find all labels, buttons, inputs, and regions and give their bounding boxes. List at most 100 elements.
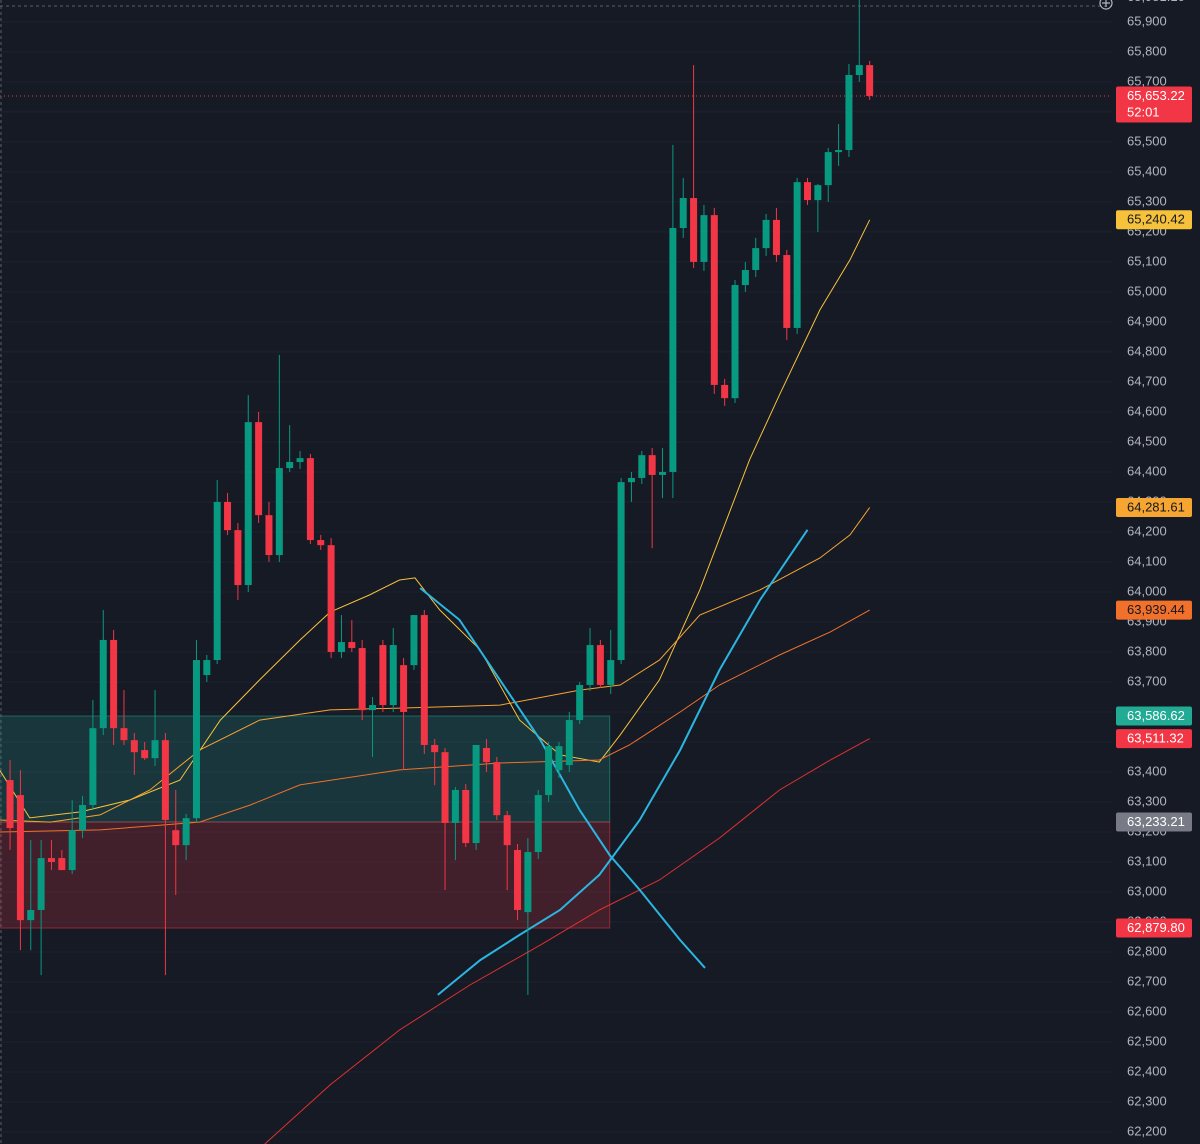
candle-body: [576, 684, 584, 721]
y-tick-label: 64,500: [1127, 433, 1167, 448]
price-label-box: [1116, 729, 1192, 749]
candle-body: [192, 660, 200, 819]
candle-body: [306, 458, 314, 541]
candle-body: [752, 248, 760, 271]
y-tick-label: 65,000: [1127, 283, 1167, 298]
candle-body: [6, 780, 14, 829]
candle-body: [472, 744, 480, 844]
candle-body: [265, 515, 273, 556]
candle-body: [451, 789, 459, 823]
indicator-line: [264, 738, 870, 1144]
y-tick-label: 64,100: [1127, 553, 1167, 568]
candle-body: [389, 645, 397, 706]
candle-body: [58, 858, 66, 871]
price-label-box: [1116, 812, 1192, 832]
price-label: 65,653.22: [1127, 88, 1185, 103]
candle-body: [690, 198, 698, 262]
price-label-box: [1116, 600, 1192, 620]
candle-body: [814, 185, 822, 201]
add-icon-plus: [1102, 0, 1110, 7]
price-label: 63,586.62: [1127, 708, 1185, 723]
candle-body: [68, 830, 76, 871]
candle-body: [493, 762, 501, 816]
candle-body: [845, 75, 853, 151]
candle-body: [400, 665, 408, 712]
price-label: 63,939.44: [1127, 602, 1185, 617]
y-tick-label: 63,400: [1127, 763, 1167, 778]
candle-body: [47, 858, 55, 862]
candle-body: [627, 477, 635, 483]
candle-body: [89, 728, 97, 805]
y-tick-label: 65,700: [1127, 73, 1167, 88]
candle-body: [213, 501, 221, 661]
candles: [6, 0, 874, 995]
candle-body: [224, 501, 232, 531]
candle-body: [337, 642, 345, 652]
candle-body: [586, 645, 594, 685]
candle-body: [255, 422, 263, 516]
candle-body: [524, 852, 532, 913]
candle-body: [286, 462, 294, 469]
add-icon[interactable]: [1099, 0, 1113, 10]
price-label: 65,240.42: [1127, 212, 1185, 227]
candle-body: [555, 746, 563, 771]
candle-body: [441, 752, 449, 823]
price-label: 63,511.32: [1127, 731, 1184, 746]
indicator-line: [0, 219, 871, 819]
y-tick-label: 62,500: [1127, 1033, 1167, 1048]
candle-body: [151, 740, 159, 759]
candle-body: [700, 215, 708, 262]
candle-body: [731, 285, 739, 399]
y-tick-label: 63,700: [1127, 673, 1167, 688]
price-label: 64,281.61: [1127, 499, 1185, 514]
candle-body: [545, 746, 553, 796]
zones: [0, 715, 611, 929]
candle-body: [783, 255, 791, 328]
candle-body: [327, 545, 335, 652]
y-tick-label: 63,100: [1127, 853, 1167, 868]
price-label-box: [1116, 706, 1192, 726]
y-tick-label: 65,900: [1127, 13, 1167, 28]
candle-body: [99, 639, 107, 729]
indicator-line: [0, 507, 871, 823]
price-axis: 62,200 62,300 62,400 62,500 62,600 62,700 62,8…: [1112, 0, 1200, 1144]
candle-body: [244, 422, 252, 586]
price-label-box: [1116, 210, 1192, 230]
candle-body: [130, 740, 138, 753]
candle-body: [431, 744, 439, 753]
candle-body: [203, 660, 211, 676]
candle-body: [638, 455, 646, 478]
price-label: 62,879.80: [1127, 920, 1185, 935]
candle-body: [762, 219, 770, 249]
candle-body: [37, 858, 45, 910]
candle-body: [648, 455, 656, 475]
candle-body: [607, 660, 615, 685]
y-tick-label: 64,200: [1127, 523, 1167, 538]
indicator-line: [437, 529, 809, 996]
y-tick-label: 63,800: [1127, 643, 1167, 658]
high-price-label: 65,981.10: [1127, 0, 1185, 4]
price-label-box: [1116, 918, 1192, 938]
candle-body: [234, 530, 242, 586]
price-label: 63,233.21: [1127, 814, 1185, 829]
price-label-box: [1116, 86, 1192, 123]
candle-body: [141, 750, 149, 759]
candle-body: [120, 728, 128, 741]
y-tick-label: 65,100: [1127, 253, 1167, 268]
y-tick-label: 64,900: [1127, 313, 1167, 328]
candle-body: [721, 384, 729, 399]
candle-body: [79, 804, 87, 831]
indicator-lines: [0, 95, 1112, 1144]
candle-body: [835, 150, 843, 153]
candle-body: [617, 482, 625, 661]
candle-body: [182, 818, 190, 846]
candle-body: [482, 747, 490, 763]
y-tick-label: 65,400: [1127, 163, 1167, 178]
candle-body: [348, 642, 356, 649]
candle-body: [16, 795, 24, 921]
candle-body: [804, 182, 812, 201]
y-tick-label: 64,400: [1127, 463, 1167, 478]
